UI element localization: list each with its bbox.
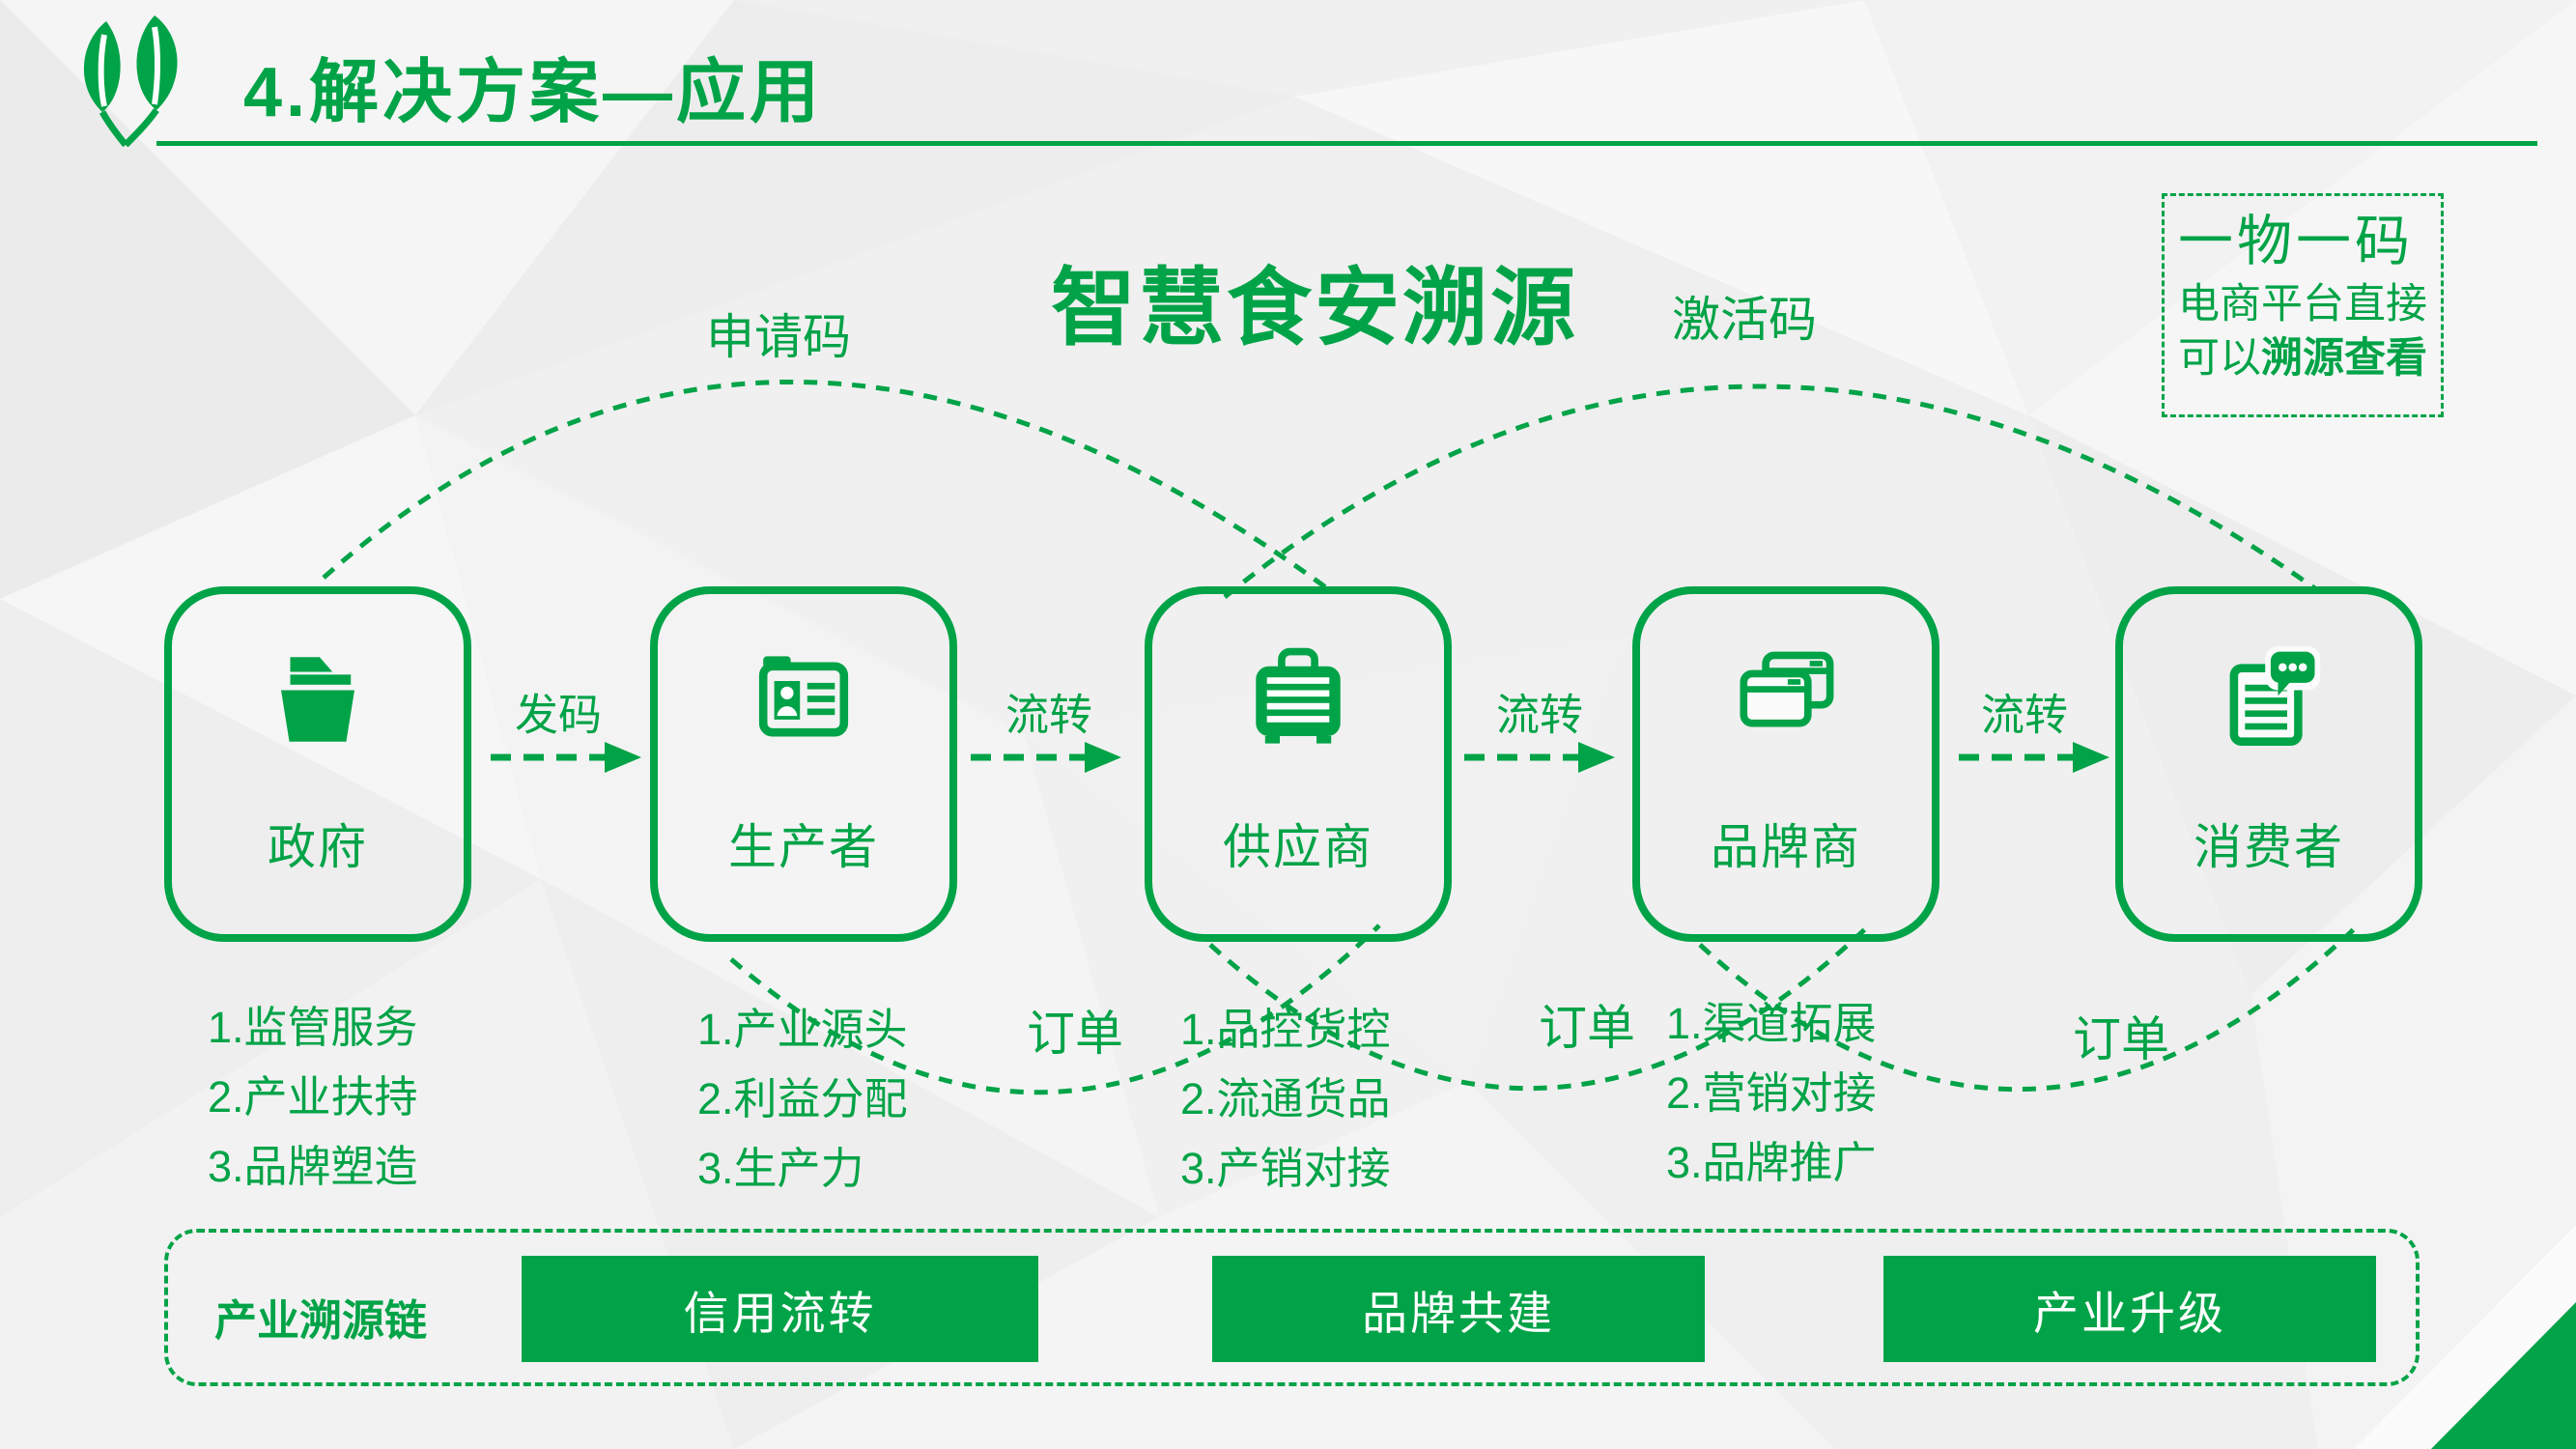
list-item: 2.营销对接 — [1666, 1068, 1877, 1118]
node-label: 政府 — [268, 820, 368, 874]
list-item: 3.品牌推广 — [1666, 1138, 1877, 1187]
node-brand: 品牌商 — [1632, 586, 1939, 942]
node-government: 政府 — [164, 586, 471, 942]
apply-code-label: 申请码 — [706, 310, 851, 364]
list-item: 2.流通货品 — [1180, 1074, 1391, 1123]
node-label: 供应商 — [1223, 820, 1373, 874]
briefcase-icon — [1243, 644, 1353, 754]
info-box-line3: 可以溯源查看 — [2178, 335, 2427, 382]
info-box-line2: 电商平台直接 — [2178, 281, 2427, 327]
order-label-1: 订单 — [1027, 1007, 1123, 1061]
list-item: 3.生产力 — [697, 1144, 864, 1193]
chain-button-credit-flow[interactable]: 信用流转 — [522, 1256, 1038, 1362]
flow-label-4: 流转 — [1980, 690, 2069, 740]
chain-panel-label: 产业溯源链 — [214, 1297, 427, 1345]
order-label-2: 订单 — [1539, 1001, 1635, 1055]
id-card-icon — [749, 644, 859, 754]
node-items-brand: 1.渠道拓展 2.营销对接 3.品牌推广 — [1666, 989, 1877, 1198]
windows-icon — [1731, 644, 1841, 754]
node-items-producer: 1.产业源头 2.利益分配 3.生产力 — [697, 995, 908, 1204]
list-item: 2.利益分配 — [697, 1074, 908, 1123]
main-title: 智慧食安溯源 — [1051, 260, 1579, 355]
activate-code-label: 激活码 — [1672, 293, 1817, 347]
node-items-government: 1.监管服务 2.产业扶持 3.品牌塑造 — [208, 993, 418, 1202]
order-label-3: 订单 — [2073, 1012, 2169, 1066]
flow-arrowhead-1 — [605, 742, 641, 773]
chat-news-icon — [2214, 644, 2324, 754]
leaf-stems — [99, 107, 159, 147]
chain-button-brand-cobuild[interactable]: 品牌共建 — [1212, 1256, 1705, 1362]
page-title: 4.解决方案—应用 — [243, 54, 824, 131]
leaf-logo — [83, 15, 178, 147]
order-arc-1 — [729, 923, 1381, 1095]
folder-icon — [263, 644, 373, 754]
list-item: 3.品牌塑造 — [208, 1142, 418, 1191]
order-arc-2 — [1208, 923, 1871, 1091]
activate-code-arc — [1223, 384, 2318, 599]
flow-label-1: 发码 — [514, 690, 603, 740]
flow-arrowhead-4 — [2073, 742, 2109, 773]
node-label: 生产者 — [728, 820, 879, 874]
flow-arrowhead-2 — [1085, 742, 1121, 773]
info-box: 一物一码 电商平台直接 可以溯源查看 — [2162, 193, 2444, 417]
node-consumer: 消费者 — [2115, 586, 2422, 942]
title-underline — [156, 141, 2537, 146]
node-producer: 生产者 — [650, 586, 957, 942]
order-arc-3 — [1698, 927, 2356, 1092]
node-label: 品牌商 — [1711, 820, 1861, 874]
list-item: 1.监管服务 — [208, 1003, 418, 1052]
flow-label-2: 流转 — [1005, 690, 1093, 740]
list-item: 1.品控货控 — [1180, 1005, 1391, 1054]
list-item: 3.产销对接 — [1180, 1144, 1391, 1193]
list-item: 2.产业扶持 — [208, 1072, 418, 1122]
chain-button-industry-upgrade[interactable]: 产业升级 — [1883, 1256, 2376, 1362]
node-label: 消费者 — [2194, 820, 2344, 874]
flow-label-3: 流转 — [1495, 690, 1584, 740]
list-item: 1.渠道拓展 — [1666, 999, 1877, 1048]
list-item: 1.产业源头 — [697, 1005, 908, 1054]
info-box-line1: 一物一码 — [2178, 211, 2414, 272]
node-supplier: 供应商 — [1145, 586, 1452, 942]
apply-code-arc — [322, 380, 1333, 594]
flow-arrowhead-3 — [1578, 742, 1615, 773]
node-items-supplier: 1.品控货控 2.流通货品 3.产销对接 — [1180, 995, 1391, 1204]
